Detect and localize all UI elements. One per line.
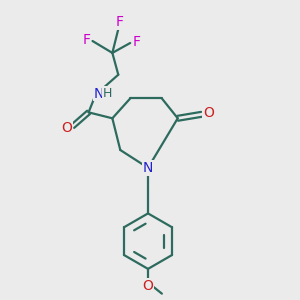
Text: F: F bbox=[133, 35, 141, 49]
Text: O: O bbox=[142, 279, 154, 293]
Text: N: N bbox=[143, 161, 153, 175]
Text: F: F bbox=[115, 15, 123, 29]
Text: F: F bbox=[82, 33, 91, 47]
Text: O: O bbox=[61, 121, 72, 135]
Text: H: H bbox=[103, 87, 112, 100]
Text: N: N bbox=[93, 86, 104, 100]
Text: O: O bbox=[203, 106, 214, 120]
